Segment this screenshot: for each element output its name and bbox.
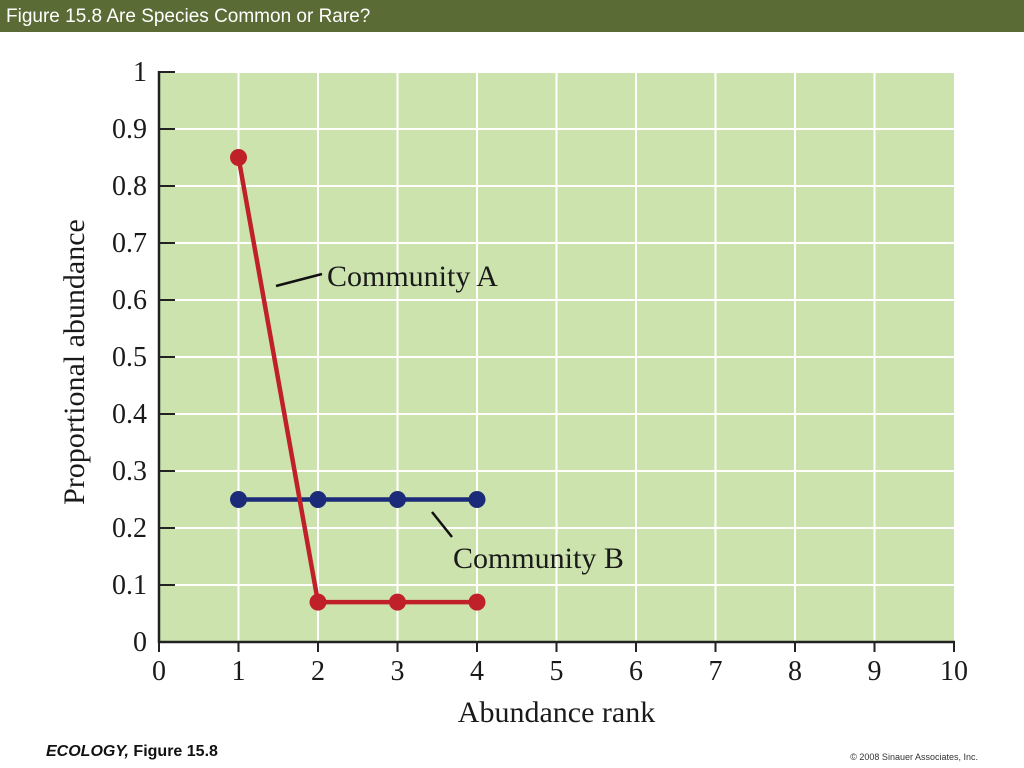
x-tick-label: 9 (868, 656, 882, 687)
series-line (236, 157, 477, 605)
data-point (309, 593, 327, 611)
y-tick-label: 0.5 (112, 342, 147, 373)
leader-line-community-b (431, 511, 453, 538)
copyright: © 2008 Sinauer Associates, Inc. (850, 752, 978, 762)
series-annotations: Community A Community B (275, 260, 624, 575)
data-point (468, 491, 486, 508)
page-title: Figure 15.8 Are Species Common or Rare? (6, 6, 371, 27)
x-tick-label: 0 (152, 656, 166, 687)
data-point (309, 491, 327, 508)
data-point (389, 491, 406, 508)
x-tick-label: 5 (550, 656, 564, 687)
tick-labels: 0 1 2 3 4 5 6 7 8 9 10 0 0.1 0.2 0.3 0.4 0.5 0.6 0.7 0.8 0.9… (112, 57, 968, 687)
x-tick-label: 3 (391, 656, 405, 687)
axes (157, 71, 955, 652)
series-layer (230, 149, 486, 611)
y-tick-label: 0.6 (112, 285, 147, 316)
title-bar: Figure 15.8 Are Species Common or Rare? (0, 0, 1024, 32)
y-tick-label: 0 (133, 627, 147, 658)
data-point (230, 149, 247, 166)
y-tick-label: 0.3 (112, 456, 147, 487)
y-tick-label: 0.2 (112, 513, 147, 544)
x-tick-label: 2 (311, 656, 325, 687)
x-tick-label: 10 (940, 656, 968, 687)
data-point (468, 593, 486, 611)
label-community-a: Community A (327, 260, 498, 293)
x-tick-label: 6 (629, 656, 643, 687)
rank-abundance-chart: 0 1 2 3 4 5 6 7 8 9 10 0 0.1 0.2 0.3 0.4 0.5 0.6 0.7 0.8 0.9… (58, 57, 968, 729)
y-tick-label: 0.7 (112, 228, 147, 259)
figure-ref: Figure 15.8 (128, 743, 218, 760)
x-tick-label: 4 (470, 656, 484, 687)
y-axis-label: Proportional abundance (58, 219, 91, 505)
footer-citation: ECOLOGY, Figure 15.8 (46, 743, 218, 761)
x-tick-label: 7 (709, 656, 723, 687)
series-community-a (230, 149, 486, 611)
leader-line-community-a (275, 272, 323, 288)
series-community-b (230, 491, 486, 508)
y-tick-label: 0.4 (112, 399, 147, 430)
x-tick-label: 1 (232, 656, 246, 687)
y-tick-label: 1 (133, 57, 147, 88)
x-axis-label: Abundance rank (458, 696, 655, 729)
label-community-b: Community B (453, 542, 624, 575)
grid-lines (159, 71, 954, 642)
y-tick-label: 0.1 (112, 570, 147, 601)
y-tick-label: 0.9 (112, 114, 147, 145)
y-tick-label: 0.8 (112, 171, 147, 202)
data-point (389, 593, 406, 611)
x-tick-label: 8 (788, 656, 802, 687)
data-point (230, 491, 247, 508)
book-title: ECOLOGY, (46, 743, 129, 760)
